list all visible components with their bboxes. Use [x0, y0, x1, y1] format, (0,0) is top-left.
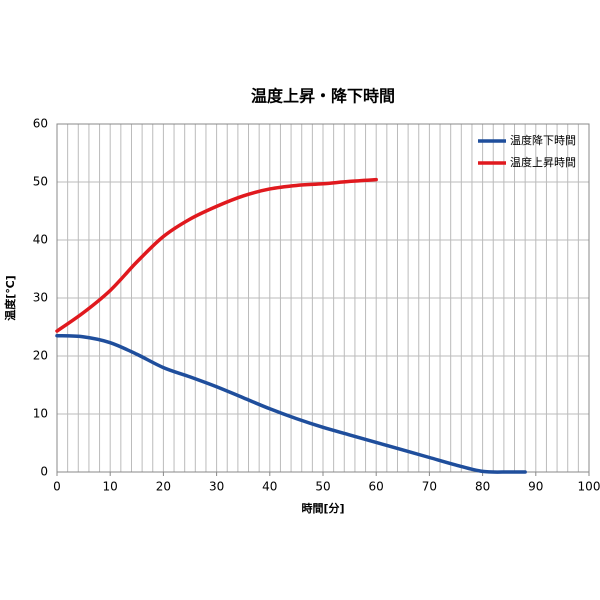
- y-tick-label: 40: [33, 233, 48, 247]
- x-tick-label: 10: [103, 480, 118, 494]
- y-tick-label: 20: [33, 349, 48, 363]
- x-tick-label: 80: [475, 480, 490, 494]
- x-tick-label: 20: [156, 480, 171, 494]
- y-axis-label: 温度[℃]: [3, 275, 17, 320]
- x-tick-label: 60: [369, 480, 384, 494]
- line: [55, 177, 378, 333]
- x-tick-label: 100: [578, 480, 600, 494]
- y-tick-label: 30: [33, 291, 48, 305]
- x-tick-label: 40: [262, 480, 277, 494]
- x-tick-label: 30: [209, 480, 224, 494]
- legend-label: 温度上昇時間: [510, 155, 576, 169]
- plot-frame: [56, 123, 590, 473]
- chart-title: 温度上昇・降下時間: [250, 87, 395, 106]
- x-tick-label: 0: [53, 480, 61, 494]
- y-tick-label: 50: [33, 175, 48, 189]
- y-tick-label: 60: [33, 117, 48, 131]
- y-tick-label: 10: [33, 407, 48, 421]
- line: [55, 333, 527, 474]
- x-tick-label: 70: [422, 480, 437, 494]
- legend-label: 温度降下時間: [510, 133, 576, 147]
- x-axis-label: 時間[分]: [301, 501, 344, 515]
- y-tick-label: 0: [40, 465, 48, 479]
- x-tick-label: 50: [315, 480, 330, 494]
- x-tick-label: 90: [528, 480, 543, 494]
